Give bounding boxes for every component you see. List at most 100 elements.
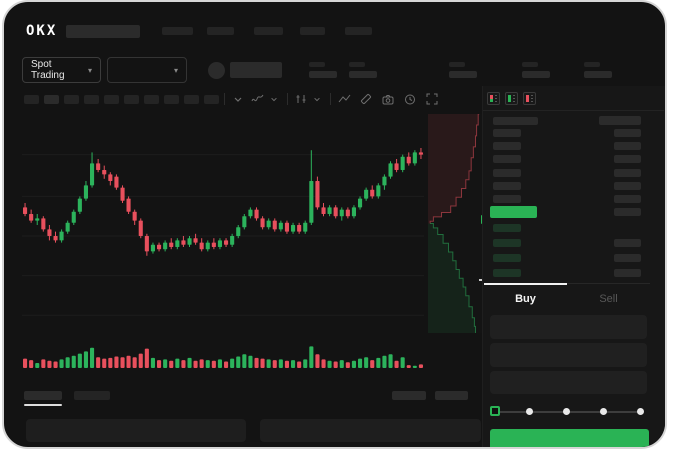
divider [287, 93, 288, 105]
timeframe-button[interactable] [204, 94, 219, 104]
submit-buy-button[interactable] [490, 429, 649, 447]
amount-input[interactable] [490, 343, 647, 367]
slider-step-dot[interactable] [637, 408, 644, 415]
bottom-tab[interactable] [74, 390, 110, 400]
orderbook-ask-price-placeholder [493, 155, 521, 163]
slider-step-dot[interactable] [526, 408, 533, 415]
tab-buy-label: Buy [515, 293, 536, 305]
timeframe-button[interactable] [64, 94, 79, 104]
nav-item-placeholder[interactable] [162, 27, 194, 35]
orderbook-bid-amount-placeholder [614, 269, 641, 277]
orderbook-ask-amount-placeholder [614, 169, 641, 177]
pair-selector-dropdown[interactable]: ▾ [107, 57, 187, 83]
orderbook-bid-amount-placeholder [614, 254, 641, 262]
timeframe-button[interactable] [104, 94, 119, 104]
orderbook-amount-placeholder [614, 208, 641, 216]
chart-toolbar [24, 91, 440, 107]
price-chart-canvas[interactable] [22, 112, 424, 338]
trendline-icon[interactable] [336, 91, 352, 107]
search-placeholder[interactable] [66, 24, 141, 38]
slider-step-dot[interactable] [563, 408, 570, 415]
orderbook-ask-amount-placeholder [614, 195, 641, 203]
total-input[interactable] [490, 371, 647, 394]
orderbook-ask-amount-placeholder [614, 129, 641, 137]
divider [224, 93, 225, 105]
orderbook-view-switcher [487, 92, 536, 105]
chevron-down-icon: ▾ [87, 65, 92, 75]
amount-slider[interactable] [490, 405, 647, 418]
bottom-tabs [24, 390, 110, 400]
last-price-bar [490, 206, 537, 218]
bottom-tabs-right [392, 390, 468, 400]
ticker-stat [309, 62, 337, 78]
chevron-down-icon: ▾ [173, 65, 178, 75]
nav-item-placeholder[interactable] [345, 27, 373, 35]
history-panel-placeholder [260, 419, 481, 442]
right-panel [482, 86, 665, 447]
chart-style-icon[interactable] [293, 91, 309, 107]
orderbook-bid-price-placeholder [493, 224, 521, 232]
bottom-action-placeholder[interactable] [435, 390, 468, 400]
timer-icon[interactable] [402, 91, 418, 107]
divider [330, 93, 331, 105]
market-type-dropdown[interactable]: Spot Trading ▾ [22, 57, 101, 83]
timeframe-more-dropdown[interactable] [230, 91, 246, 107]
timeframe-button[interactable] [24, 94, 39, 104]
bottom-tab-active[interactable] [24, 390, 62, 400]
timeframe-button[interactable] [84, 94, 99, 104]
orderbook-ask-price-placeholder [493, 142, 521, 150]
orderbook-asks-icon[interactable] [523, 92, 536, 105]
orders-panel-placeholder [26, 419, 246, 442]
orderbook-ask-amount-placeholder [614, 142, 641, 150]
coin-avatar [208, 61, 225, 79]
order-form-tabs: Buy Sell [484, 283, 650, 310]
nav-item-placeholder[interactable] [254, 27, 284, 35]
orderbook-price-header [493, 117, 538, 125]
fullscreen-icon[interactable] [424, 91, 440, 107]
bottom-action-placeholder[interactable] [392, 390, 426, 400]
ticker-stat [584, 62, 612, 78]
price-input[interactable] [490, 315, 647, 339]
timeframe-button[interactable] [144, 94, 159, 104]
okx-logo: OKX [26, 23, 58, 39]
orderbook-bids-icon[interactable] [505, 92, 518, 105]
timeframe-button[interactable] [184, 94, 199, 104]
measure-icon[interactable] [358, 91, 374, 107]
ticker-stat [522, 62, 550, 78]
volume-chart-canvas[interactable] [22, 340, 424, 368]
indicator-icon[interactable] [250, 91, 266, 107]
bottom-tab-indicator [24, 404, 62, 406]
orderbook-bid-price-placeholder [493, 269, 521, 277]
orderbook-ask-price-placeholder [493, 169, 521, 177]
timeframe-button[interactable] [124, 94, 139, 104]
orderbook-ask-price-placeholder [493, 195, 521, 203]
timeframe-button[interactable] [44, 94, 59, 104]
screenshot-icon[interactable] [380, 91, 396, 107]
orderbook-ask-price-placeholder [493, 182, 521, 190]
orderbook-bid-price-placeholder [493, 254, 521, 262]
slider-handle[interactable] [490, 406, 500, 416]
device-frame: OKX Spot Trading ▾ ▾ [2, 0, 667, 449]
slider-step-dot[interactable] [600, 408, 607, 415]
orderbook-bid-amount-placeholder [614, 239, 641, 247]
orderbook-ask-amount-placeholder [614, 182, 641, 190]
divider [483, 110, 664, 111]
nav-item-placeholder[interactable] [207, 27, 235, 35]
ticker-stat [349, 62, 377, 78]
orderbook-amount-header [599, 116, 641, 125]
pair-name-placeholder [230, 62, 282, 78]
orderbook-both-icon[interactable] [487, 92, 500, 105]
nav-item-placeholder[interactable] [300, 27, 326, 35]
ticker-stat [449, 62, 477, 78]
tab-buy[interactable]: Buy [484, 283, 567, 310]
tab-sell[interactable]: Sell [567, 284, 650, 310]
timeframe-button[interactable] [164, 94, 179, 104]
chevron-down-icon[interactable] [309, 91, 325, 107]
top-navbar: OKX [26, 23, 373, 39]
chevron-down-icon[interactable] [266, 91, 282, 107]
submit-order-button-wrap [490, 429, 649, 447]
depth-chart-canvas[interactable] [428, 113, 482, 334]
orderbook-ask-amount-placeholder [614, 155, 641, 163]
market-header: Spot Trading ▾ ▾ [22, 56, 612, 84]
orderbook-ask-price-placeholder [493, 129, 521, 137]
